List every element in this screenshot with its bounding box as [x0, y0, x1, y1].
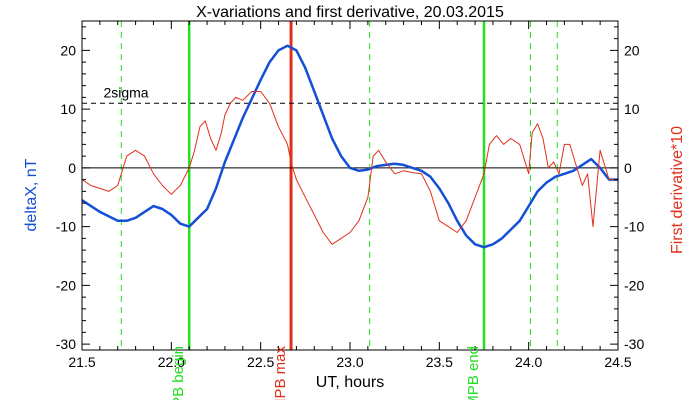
x-tick-label-1: 22.0 — [158, 354, 185, 370]
reference-lines: 2sigma — [82, 84, 618, 169]
series-line-0 — [81, 44, 618, 249]
y-tick-label-right-0: -30 — [624, 336, 644, 352]
y-tick-label-right-1: -20 — [624, 277, 644, 293]
x-tick-label-0: 21.5 — [68, 354, 95, 370]
y-tick-label-left-0: -30 — [56, 336, 76, 352]
y-axis-label-right: First derivative*10 — [669, 126, 686, 254]
x-axis-label: UT, hours — [316, 374, 384, 391]
vertical-marker-labels: MPB begin MPB max MPB end — [170, 346, 482, 400]
y-tick-label-right-5: 20 — [624, 42, 640, 58]
vertical-line-label-2: MPB max — [272, 346, 289, 400]
x-tick-label-3: 23.0 — [336, 354, 363, 370]
y-tick-label-right-2: -10 — [624, 219, 644, 235]
y-tick-label-left-2: -10 — [56, 219, 76, 235]
y-tick-label-left-5: 20 — [60, 42, 76, 58]
chart-title: X-variations and first derivative, 20.03… — [196, 4, 504, 21]
x-tick-label-5: 24.0 — [515, 354, 542, 370]
x-tick-label-6: 24.5 — [604, 354, 631, 370]
vertical-marker-lines — [120, 21, 558, 350]
x-tick-label-4: 23.5 — [426, 354, 453, 370]
y-tick-label-right-4: 10 — [624, 101, 640, 117]
y-tick-label-right-3: 0 — [624, 160, 632, 176]
series-lines — [81, 44, 618, 249]
axis-ticks: 21.5 22.0 22.5 23.0 23.5 24.0 24.5 -30 -30 -20 -20… — [56, 21, 644, 370]
y-tick-label-left-1: -20 — [56, 277, 76, 293]
y-tick-label-left-3: 0 — [68, 160, 76, 176]
vertical-line-label-4: MPB end — [465, 346, 482, 400]
vertical-line-label-1: MPB begin — [170, 346, 187, 400]
y-axis-label-left: deltaX, nT — [23, 158, 40, 231]
y-tick-label-left-4: 10 — [60, 101, 76, 117]
reference-line-label-0: 2sigma — [103, 84, 148, 100]
series-line-1 — [81, 91, 618, 245]
x-tick-label-2: 22.5 — [247, 354, 274, 370]
